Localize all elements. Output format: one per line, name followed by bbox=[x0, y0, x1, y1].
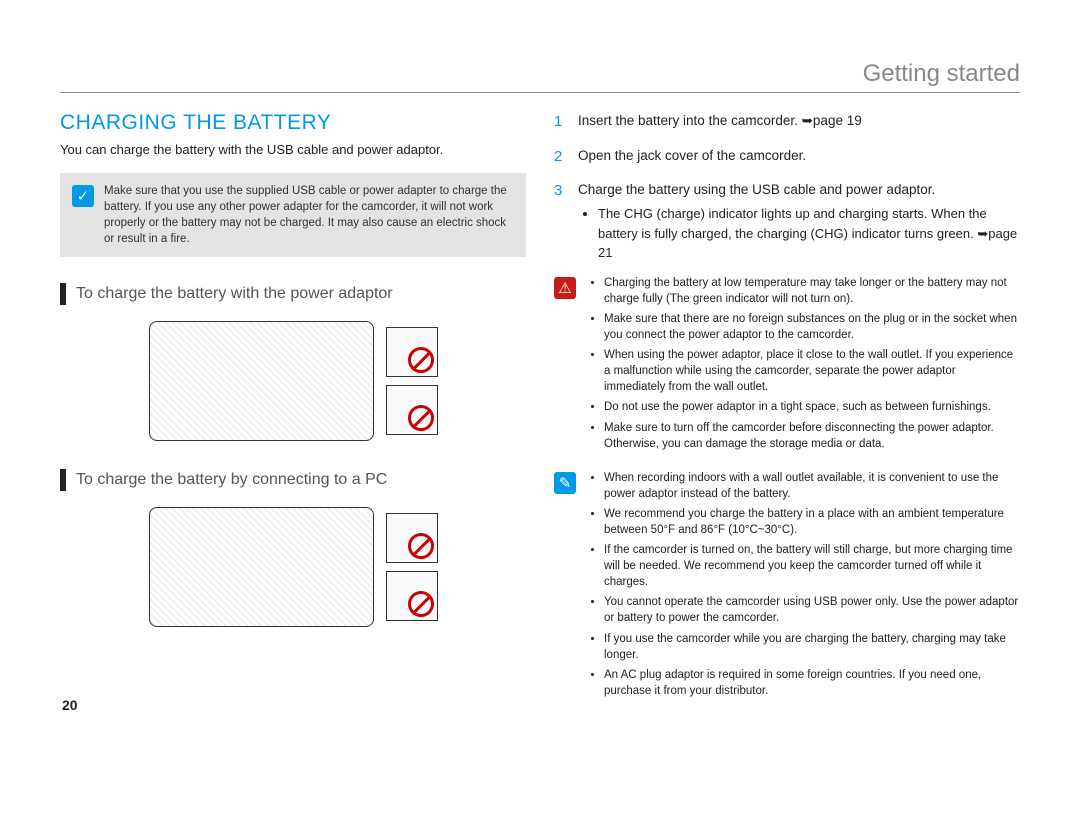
step-number: 2 bbox=[554, 146, 568, 169]
step-sub: The CHG (charge) indicator lights up and… bbox=[598, 204, 1020, 263]
warning-list: Charging the battery at low temperature … bbox=[604, 275, 1020, 456]
tips-list: When recording indoors with a wall outle… bbox=[604, 470, 1020, 703]
subhead-marker bbox=[60, 469, 66, 491]
right-column: 1 Insert the battery into the camcorder.… bbox=[554, 111, 1020, 717]
plug-wrong-3 bbox=[386, 513, 438, 563]
chapter-title: Getting started bbox=[863, 60, 1020, 87]
tip-item: An AC plug adaptor is required in some f… bbox=[604, 667, 1020, 699]
caution-note-box: ✓ Make sure that you use the supplied US… bbox=[60, 173, 526, 257]
step-1: 1 Insert the battery into the camcorder.… bbox=[554, 111, 1020, 134]
warn-item: When using the power adaptor, place it c… bbox=[604, 347, 1020, 395]
warn-item: Charging the battery at low temperature … bbox=[604, 275, 1020, 307]
step-body: Charge the battery using the USB cable a… bbox=[578, 180, 1020, 263]
manual-page: Getting started CHARGING THE BATTERY You… bbox=[0, 0, 1080, 737]
illustration-adaptor bbox=[60, 317, 526, 447]
note-text: Make sure that you use the supplied USB … bbox=[104, 183, 514, 247]
page-number: 20 bbox=[62, 697, 78, 713]
left-column: CHARGING THE BATTERY You can charge the … bbox=[60, 111, 526, 717]
subheading-2: To charge the battery by connecting to a… bbox=[76, 471, 387, 489]
prohibit-icon bbox=[408, 591, 434, 617]
step-sub-bullets: The CHG (charge) indicator lights up and… bbox=[598, 204, 1020, 263]
warning-icon: ⚠ bbox=[554, 277, 576, 299]
plug-wrong-2 bbox=[386, 385, 438, 435]
numbered-steps: 1 Insert the battery into the camcorder.… bbox=[554, 111, 1020, 263]
subheading-row: To charge the battery with the power ada… bbox=[60, 283, 526, 305]
step-2: 2 Open the jack cover of the camcorder. bbox=[554, 146, 1020, 169]
intro-text: You can charge the battery with the USB … bbox=[60, 141, 526, 159]
camcorder-diagram bbox=[149, 321, 374, 441]
tip-item: If the camcorder is turned on, the batte… bbox=[604, 542, 1020, 590]
camcorder-pc-diagram bbox=[149, 507, 374, 627]
warn-item: Do not use the power adaptor in a tight … bbox=[604, 399, 1020, 415]
tip-item: You cannot operate the camcorder using U… bbox=[604, 594, 1020, 626]
tip-item: We recommend you charge the battery in a… bbox=[604, 506, 1020, 538]
plug-insets bbox=[386, 513, 438, 621]
step-number: 3 bbox=[554, 180, 568, 263]
warn-item: Make sure to turn off the camcorder befo… bbox=[604, 420, 1020, 452]
plug-insets bbox=[386, 327, 438, 435]
warn-item: Make sure that there are no foreign subs… bbox=[604, 311, 1020, 343]
prohibit-icon bbox=[408, 405, 434, 431]
step-number: 1 bbox=[554, 111, 568, 134]
subhead-marker bbox=[60, 283, 66, 305]
step-text: Open the jack cover of the camcorder. bbox=[578, 146, 806, 169]
step-text: Insert the battery into the camcorder. ➥… bbox=[578, 111, 862, 134]
warning-block: ⚠ Charging the battery at low temperatur… bbox=[554, 275, 1020, 456]
subheading-1: To charge the battery with the power ada… bbox=[76, 285, 393, 303]
two-column-layout: CHARGING THE BATTERY You can charge the … bbox=[60, 111, 1020, 717]
tip-item: When recording indoors with a wall outle… bbox=[604, 470, 1020, 502]
illustration-pc bbox=[60, 503, 526, 633]
plug-wrong-4 bbox=[386, 571, 438, 621]
subheading-row: To charge the battery by connecting to a… bbox=[60, 469, 526, 491]
step-text: Charge the battery using the USB cable a… bbox=[578, 182, 935, 197]
plug-wrong-1 bbox=[386, 327, 438, 377]
tip-item: If you use the camcorder while you are c… bbox=[604, 631, 1020, 663]
step-3: 3 Charge the battery using the USB cable… bbox=[554, 180, 1020, 263]
prohibit-icon bbox=[408, 533, 434, 559]
page-header: Getting started bbox=[60, 60, 1020, 93]
section-heading: CHARGING THE BATTERY bbox=[60, 111, 526, 135]
tips-block: ✎ When recording indoors with a wall out… bbox=[554, 470, 1020, 703]
note-icon: ✎ bbox=[554, 472, 576, 494]
prohibit-icon bbox=[408, 347, 434, 373]
check-icon: ✓ bbox=[72, 185, 94, 207]
